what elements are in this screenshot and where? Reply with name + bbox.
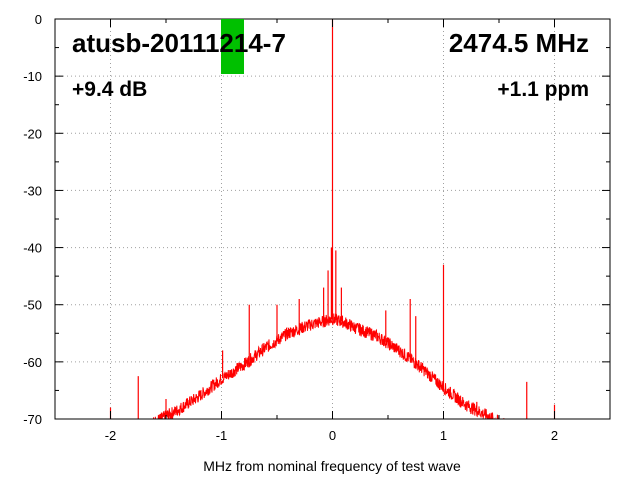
- x-tick-label: 0: [329, 428, 336, 443]
- green-marker: [221, 19, 244, 74]
- chart-title-right: 2474.5 MHz: [449, 28, 589, 58]
- y-tick-label: -40: [23, 241, 42, 256]
- spectrum-trace: [109, 19, 556, 419]
- ppm-annotation: +1.1 ppm: [497, 78, 589, 101]
- plot-frame: [54, 18, 611, 420]
- axis-ticks: -2 -1 0 1 20-10-20-30-40-50-60-70: [23, 12, 611, 443]
- x-tick-label: -2: [105, 428, 117, 443]
- gain-annotation: +9.4 dB: [72, 78, 147, 101]
- y-tick-label: -20: [23, 126, 42, 141]
- x-axis-label: MHz from nominal frequency of test wave: [203, 458, 461, 474]
- x-tick-label: 2: [551, 428, 558, 443]
- y-tick-label: -60: [23, 355, 42, 370]
- x-tick-label: -1: [216, 428, 228, 443]
- y-tick-label: -10: [23, 69, 42, 84]
- y-tick-label: -70: [23, 412, 42, 427]
- y-tick-label: -30: [23, 183, 42, 198]
- noise-floor-line: [153, 313, 505, 419]
- x-tick-label: 1: [440, 428, 447, 443]
- y-tick-label: -50: [23, 298, 42, 313]
- y-tick-label: 0: [35, 12, 42, 27]
- chart-title-left: atusb-20111214-7: [72, 28, 286, 58]
